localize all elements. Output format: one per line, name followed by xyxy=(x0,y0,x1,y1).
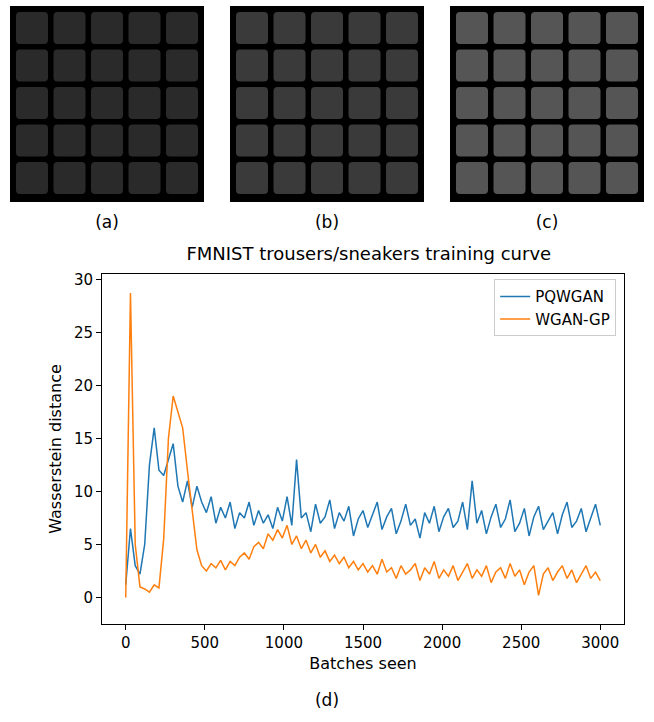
svg-text:1500: 1500 xyxy=(344,634,382,652)
html-text:(c): (c) xyxy=(535,212,559,232)
svg-text:5: 5 xyxy=(83,536,93,554)
svg-text:2500: 2500 xyxy=(502,634,540,652)
svg-text:10: 10 xyxy=(74,483,93,501)
svg-text:FMNIST trousers/sneakers train: FMNIST trousers/sneakers training curve xyxy=(186,243,551,264)
svg-text:PQWGAN: PQWGAN xyxy=(535,288,604,306)
svg-text:1000: 1000 xyxy=(265,634,303,652)
html-text:(b): (b) xyxy=(315,212,339,232)
svg-text:Wasserstein distance: Wasserstein distance xyxy=(46,364,65,534)
svg-text:500: 500 xyxy=(190,634,219,652)
svg-text:25: 25 xyxy=(74,324,93,342)
svg-text:3000: 3000 xyxy=(581,634,619,652)
svg-text:2000: 2000 xyxy=(423,634,461,652)
html-text:(a): (a) xyxy=(95,212,119,232)
svg-text:WGAN-GP: WGAN-GP xyxy=(535,311,610,329)
svg-text:0: 0 xyxy=(121,634,131,652)
svg-text:0: 0 xyxy=(83,589,93,607)
svg-text:15: 15 xyxy=(74,430,93,448)
svg-text:30: 30 xyxy=(74,271,93,289)
svg-text:20: 20 xyxy=(74,377,93,395)
html-text:(d): (d) xyxy=(315,690,339,710)
svg-text:Batches seen: Batches seen xyxy=(309,654,416,673)
